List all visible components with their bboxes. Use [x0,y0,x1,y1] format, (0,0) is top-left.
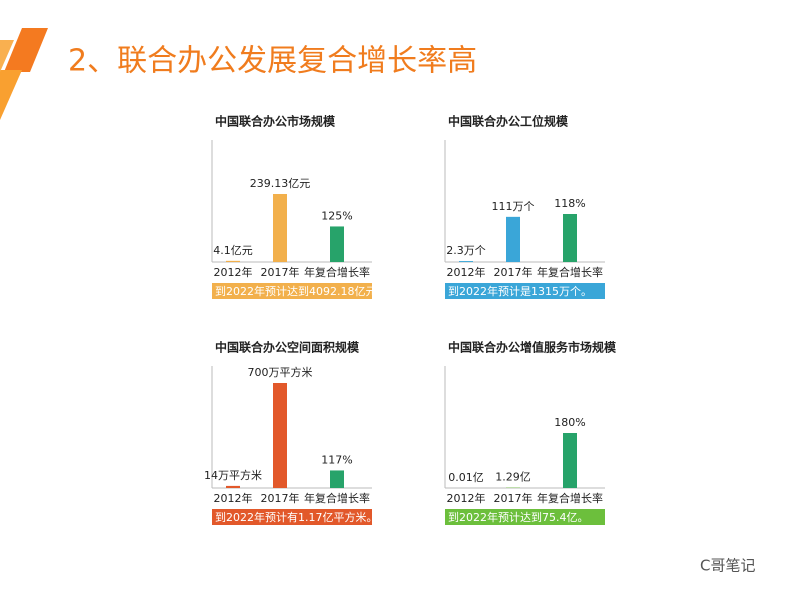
bar [273,383,287,488]
value-label: 4.1亿元 [213,244,253,257]
value-label: 239.13亿元 [250,177,311,190]
value-label: 118% [554,197,585,210]
note-box [445,283,605,299]
value-label: 180% [554,416,585,429]
chart-title: 中国联合办公空间面积规模 [215,340,360,355]
x-tick-label: 2012年 [447,265,486,279]
chart-title: 中国联合办公市场规模 [215,114,336,129]
x-tick-label: 2017年 [494,265,533,279]
bar [563,214,577,262]
decor [0,40,14,72]
bar [226,485,240,488]
x-tick-label: 2017年 [494,491,533,505]
value-label: 700万平方米 [248,365,313,379]
note-box [212,509,372,525]
chart-title: 中国联合办公工位规模 [448,114,569,129]
decor [0,70,22,120]
x-tick-label: 年复合增长率 [304,265,370,279]
watermark: C哥笔记 [700,557,755,575]
slide-title: 2、联合办公发展复合增长率高 [68,44,477,79]
x-tick-label: 年复合增长率 [304,491,370,505]
decor [4,28,48,72]
value-label: 111万个 [492,200,535,213]
bar [226,260,240,262]
value-label: 2.3万个 [446,244,486,257]
x-tick-label: 2017年 [261,265,300,279]
value-label: 0.01亿 [448,471,484,484]
chart-title: 中国联合办公增值服务市场规模 [448,340,617,355]
bar [563,433,577,488]
value-label: 125% [321,209,352,222]
value-label: 14万平方米 [204,468,262,482]
value-label: 117% [321,453,352,466]
bar [273,194,287,262]
note: 到2022年预计有1.17亿平方米。 [215,510,378,524]
note: 到2022年预计达到75.4亿。 [448,510,589,524]
x-tick-label: 2012年 [214,265,253,279]
bar [330,226,344,262]
x-tick-label: 2012年 [214,491,253,505]
bar [330,470,344,488]
bar [506,216,520,262]
bar [459,261,473,262]
x-tick-label: 年复合增长率 [537,491,603,505]
x-tick-label: 2017年 [261,491,300,505]
x-tick-label: 2012年 [447,491,486,505]
note-box [212,283,372,299]
note: 到2022年预计达到4092.18亿元。 [215,284,387,298]
note: 到2022年预计是1315万个。 [448,284,592,298]
note-box [445,509,605,525]
value-label: 1.29亿 [495,471,531,484]
x-tick-label: 年复合增长率 [537,265,603,279]
